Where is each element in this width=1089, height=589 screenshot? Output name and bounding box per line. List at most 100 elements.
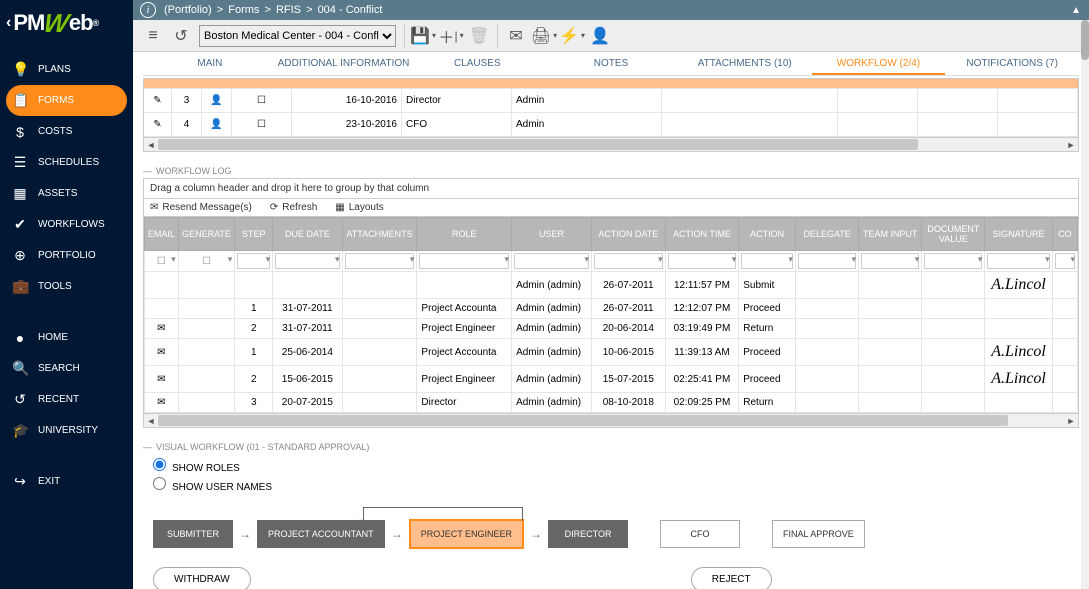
- sidebar-item-search[interactable]: 🔍SEARCH: [0, 353, 133, 384]
- collapse-icon[interactable]: ▲: [1071, 5, 1081, 16]
- sidebar-item-plans[interactable]: 💡PLANS: [0, 54, 133, 85]
- email-icon[interactable]: ✉: [506, 26, 526, 46]
- column-header[interactable]: ACTION TIME: [665, 218, 739, 251]
- email-icon[interactable]: [145, 299, 179, 319]
- sidebar-item-tools[interactable]: 💼TOOLS: [0, 271, 133, 302]
- sidebar-item-exit[interactable]: ↪EXIT: [0, 466, 133, 497]
- radio-show-users[interactable]: SHOW USER NAMES: [153, 477, 1079, 493]
- sidebar-item-recent[interactable]: ↺RECENT: [0, 384, 133, 415]
- tab-clauses[interactable]: CLAUSES: [410, 52, 544, 75]
- tab-additional-information[interactable]: ADDITIONAL INFORMATION: [277, 52, 411, 75]
- filter-input[interactable]: [741, 253, 793, 269]
- workflows-icon: ✔: [12, 216, 28, 233]
- reject-button[interactable]: REJECT: [691, 567, 772, 589]
- log-row: ✉ 2 31-07-2011 Project Engineer Admin (a…: [145, 319, 1078, 339]
- column-header[interactable]: SIGNATURE: [985, 218, 1052, 251]
- flow-node-final-approve[interactable]: FINAL APPROVE: [772, 520, 865, 548]
- sidebar-item-university[interactable]: 🎓UNIVERSITY: [0, 415, 133, 446]
- tab-main[interactable]: MAIN: [143, 52, 277, 75]
- bolt-icon[interactable]: ⚡▾: [562, 26, 582, 46]
- delete-icon[interactable]: 🗑: [469, 26, 489, 46]
- filter-input[interactable]: [798, 253, 856, 269]
- email-icon[interactable]: ✉: [145, 366, 179, 393]
- add-icon[interactable]: ＋|▾: [441, 26, 461, 46]
- sidebar-item-home[interactable]: ●HOME: [0, 322, 133, 353]
- sidebar-item-workflows[interactable]: ✔WORKFLOWS: [0, 209, 133, 240]
- email-icon[interactable]: ✉: [145, 339, 179, 366]
- sidebar-item-portfolio[interactable]: ⊕PORTFOLIO: [0, 240, 133, 271]
- flow-node-director[interactable]: DIRECTOR: [548, 520, 628, 548]
- flow-node-submitter[interactable]: SUBMITTER: [153, 520, 233, 548]
- column-header[interactable]: DELEGATE: [796, 218, 859, 251]
- tab-notes[interactable]: NOTES: [544, 52, 678, 75]
- vw-options: SHOW ROLES SHOW USER NAMES: [153, 458, 1079, 493]
- save-icon[interactable]: 💾▾: [413, 26, 433, 46]
- person-icon[interactable]: 👤: [202, 113, 232, 136]
- email-icon[interactable]: [145, 272, 179, 299]
- filter-input[interactable]: [419, 253, 509, 269]
- column-header[interactable]: DUE DATE: [273, 218, 342, 251]
- visual-workflow-title: —VISUAL WORKFLOW (01 - STANDARD APPROVAL…: [143, 442, 1079, 452]
- tab-notifications-[interactable]: NOTIFICATIONS (7): [945, 52, 1079, 75]
- column-header[interactable]: STEP: [235, 218, 273, 251]
- filter-input[interactable]: [924, 253, 982, 269]
- sidebar-item-forms[interactable]: 📋FORMS: [6, 85, 127, 116]
- sidebar-item-assets[interactable]: ▦ASSETS: [0, 178, 133, 209]
- table-row: ✎ 3 👤 ☐ 16-10-2016 Director Admin: [144, 89, 1078, 113]
- log-row: Admin (admin) 26-07-2011 12:11:57 PM Sub…: [145, 272, 1078, 299]
- column-header[interactable]: USER: [512, 218, 592, 251]
- right-scrollbar[interactable]: [1081, 20, 1089, 589]
- resend-button[interactable]: ✉ Resend Message(s): [150, 202, 252, 213]
- filter-input[interactable]: [275, 253, 339, 269]
- radio-show-roles[interactable]: SHOW ROLES: [153, 458, 1079, 474]
- log-row: ✉ 2 15-06-2015 Project Engineer Admin (a…: [145, 366, 1078, 393]
- checkbox[interactable]: ☐: [232, 89, 292, 112]
- email-icon[interactable]: ✉: [145, 319, 179, 339]
- info-icon[interactable]: i: [140, 2, 156, 18]
- column-header[interactable]: ACTION: [739, 218, 796, 251]
- filter-input[interactable]: [987, 253, 1049, 269]
- column-header[interactable]: EMAIL: [145, 218, 179, 251]
- user-icon[interactable]: 👤: [590, 26, 610, 46]
- filter-input[interactable]: [345, 253, 415, 269]
- column-header[interactable]: ROLE: [417, 218, 512, 251]
- log-hscroll[interactable]: ◄►: [144, 413, 1078, 427]
- sidebar-item-costs[interactable]: $COSTS: [0, 116, 133, 147]
- layouts-button[interactable]: ▦ Layouts: [335, 202, 383, 213]
- workflow-log: Drag a column header and drop it here to…: [143, 178, 1079, 428]
- filter-input[interactable]: [668, 253, 737, 269]
- filter-input[interactable]: [594, 253, 663, 269]
- history-icon[interactable]: ↺: [171, 26, 191, 46]
- flow-node-project-accountant[interactable]: PROJECT ACCOUNTANT: [257, 520, 385, 548]
- flow-arrow: →: [239, 527, 251, 541]
- flow-node-cfo[interactable]: CFO: [660, 520, 740, 548]
- filter-input[interactable]: [861, 253, 919, 269]
- column-header[interactable]: DOCUMENT VALUE: [922, 218, 985, 251]
- column-header[interactable]: GENERATE: [178, 218, 235, 251]
- sidebar-item-schedules[interactable]: ☰SCHEDULES: [0, 147, 133, 178]
- checkbox[interactable]: ☐: [232, 113, 292, 136]
- sidebar: 💡PLANS📋FORMS$COSTS☰SCHEDULES▦ASSETS✔WORK…: [0, 46, 133, 589]
- log-row: ✉ 3 20-07-2015 Director Admin (admin) 08…: [145, 393, 1078, 413]
- edit-icon[interactable]: ✎: [144, 89, 172, 112]
- withdraw-button[interactable]: WITHDRAW: [153, 567, 251, 589]
- edit-icon[interactable]: ✎: [144, 113, 172, 136]
- project-selector[interactable]: Boston Medical Center - 004 - Confl: [199, 25, 396, 47]
- refresh-button[interactable]: ⟳ Refresh: [270, 202, 317, 213]
- upper-hscroll[interactable]: ◄►: [144, 137, 1078, 151]
- workflow-log-title: —WORKFLOW LOG: [143, 166, 1079, 176]
- filter-input[interactable]: [514, 253, 589, 269]
- flow-node-project-engineer[interactable]: PROJECT ENGINEER: [409, 519, 524, 549]
- column-header[interactable]: ACTION DATE: [592, 218, 666, 251]
- column-header[interactable]: ATTACHMENTS: [342, 218, 417, 251]
- email-icon[interactable]: ✉: [145, 393, 179, 413]
- column-header[interactable]: CO: [1052, 218, 1077, 251]
- flow-arrow: →: [530, 527, 542, 541]
- column-header[interactable]: TEAM INPUT: [859, 218, 922, 251]
- person-icon[interactable]: 👤: [202, 89, 232, 112]
- group-drop-area[interactable]: Drag a column header and drop it here to…: [144, 179, 1078, 199]
- list-icon[interactable]: ≡: [143, 26, 163, 46]
- tab-attachments-[interactable]: ATTACHMENTS (10): [678, 52, 812, 75]
- print-icon[interactable]: 🖨▾: [534, 26, 554, 46]
- tab-workflow-[interactable]: WORKFLOW (2/4): [812, 52, 946, 75]
